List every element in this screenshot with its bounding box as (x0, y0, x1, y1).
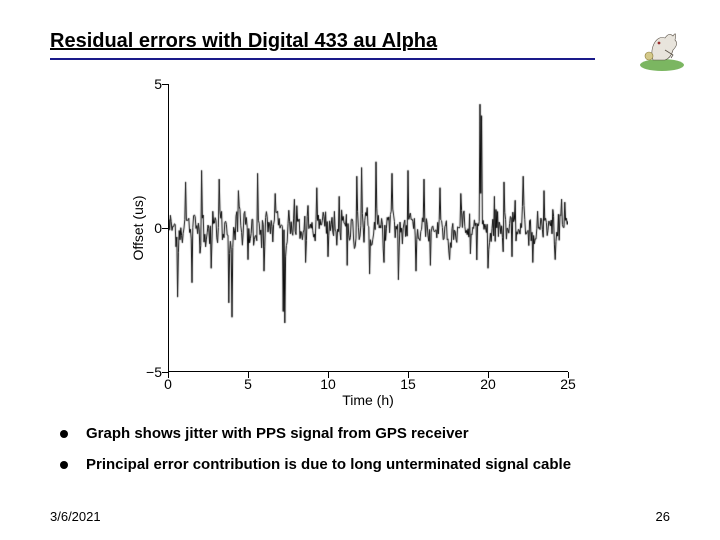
chart-y-axis-label: Offset (us) (130, 195, 146, 260)
chart-y-tick-label: 5 (154, 76, 162, 92)
footer-page-number: 26 (656, 509, 670, 524)
slide-title: Residual errors with Digital 433 au Alph… (50, 30, 437, 52)
bullet-dot-icon (60, 430, 68, 438)
chart-line-plot (168, 84, 568, 372)
chart-y-tick (162, 228, 168, 229)
bullet-item: Principal error contribution is due to l… (60, 456, 680, 473)
chart-container: Offset (us) Time (h) −5050510152025 (90, 72, 570, 402)
footer-date: 3/6/2021 (50, 509, 101, 524)
bullet-text: Graph shows jitter with PPS signal from … (86, 425, 469, 442)
title-underline-rule (50, 58, 595, 60)
chart-y-tick-label: 0 (154, 220, 162, 236)
chart-x-tick-label: 15 (400, 376, 416, 392)
chart-x-tick-label: 0 (164, 376, 172, 392)
chart-plot-frame (168, 84, 568, 372)
chart-x-axis-label: Time (h) (342, 392, 394, 408)
slide-logo (635, 20, 690, 75)
chart-y-tick (162, 84, 168, 85)
chart-x-tick-label: 10 (320, 376, 336, 392)
chart-x-tick-label: 5 (244, 376, 252, 392)
chart-y-tick-label: −5 (146, 364, 162, 380)
bullet-item: Graph shows jitter with PPS signal from … (60, 425, 680, 442)
chart-x-tick-label: 25 (560, 376, 576, 392)
bullet-dot-icon (60, 461, 68, 469)
bullet-list: Graph shows jitter with PPS signal from … (60, 425, 680, 487)
bullet-text: Principal error contribution is due to l… (86, 456, 571, 473)
chart-x-tick-label: 20 (480, 376, 496, 392)
